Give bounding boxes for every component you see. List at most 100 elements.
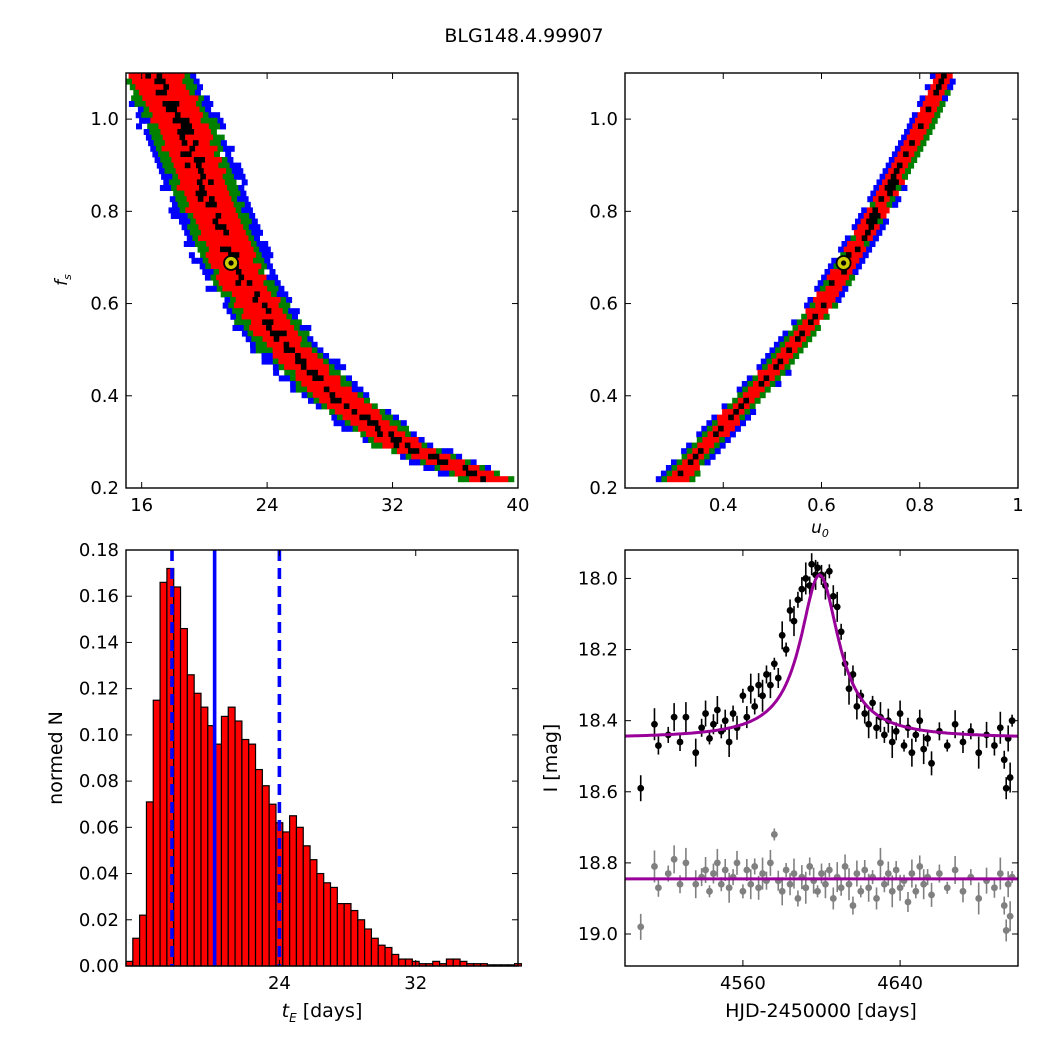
- heatmap-cell: [233, 285, 240, 292]
- heatmap-cell: [405, 453, 412, 460]
- heatmap-cell: [193, 185, 200, 191]
- heatmap-cell: [786, 347, 793, 354]
- heatmap-cell: [248, 235, 255, 242]
- heatmap-cell: [885, 162, 892, 169]
- heatmap-cell: [732, 397, 739, 404]
- heatmap-cell: [717, 414, 723, 421]
- heatmap-cell: [220, 246, 226, 253]
- heatmap-cell: [377, 431, 384, 438]
- heatmap-cell: [143, 129, 150, 135]
- heatmap-cell: [508, 476, 515, 483]
- heatmap-cell: [213, 280, 220, 287]
- heatmap-cell: [161, 117, 168, 124]
- heatmap-cell: [225, 151, 232, 158]
- heatmap-cell: [876, 229, 883, 236]
- heatmap-cell: [367, 420, 374, 427]
- heatmap-cell: [824, 297, 831, 303]
- heatmap-cell: [194, 173, 201, 180]
- heatmap-cell: [448, 459, 455, 466]
- heatmap-cell: [147, 123, 154, 130]
- heatmap-cell: [237, 291, 244, 298]
- heatmap-cell: [911, 145, 918, 152]
- heatmap-cell: [220, 168, 227, 175]
- heatmap-cell: [371, 442, 378, 449]
- residual-point: [702, 866, 709, 874]
- heatmap-cell: [908, 151, 915, 158]
- residual-point: [904, 898, 912, 906]
- heatmap-cell: [897, 151, 904, 158]
- heatmap-cell: [173, 162, 180, 169]
- histogram-bar: [452, 958, 461, 967]
- heatmap-cell: [931, 106, 938, 113]
- heatmap-cell: [187, 185, 194, 191]
- heatmap-cell: [315, 403, 322, 410]
- residual-point: [806, 863, 814, 870]
- heatmap-cell: [180, 84, 187, 91]
- heatmap-cell: [306, 375, 313, 382]
- residual-point: [996, 870, 1004, 877]
- heatmap-cell: [878, 207, 884, 214]
- heatmap-cell: [154, 157, 161, 163]
- heatmap-cell: [209, 235, 216, 242]
- heatmap-cell: [228, 173, 235, 180]
- heatmap-cell: [439, 453, 446, 460]
- heatmap-cell: [245, 229, 252, 236]
- heatmap-cell: [928, 101, 935, 107]
- heatmap-cell: [174, 151, 181, 158]
- heatmap-cell: [239, 285, 246, 292]
- heatmap-cell: [198, 235, 204, 242]
- heatmap-cell: [190, 207, 197, 214]
- data-point: [849, 671, 857, 678]
- heatmap-cell: [231, 291, 238, 298]
- heatmap-cell: [722, 414, 729, 421]
- heatmap-cell: [230, 269, 237, 275]
- heatmap-cell: [485, 476, 492, 483]
- heatmap-cell: [232, 185, 239, 191]
- heatmap-cell: [211, 285, 218, 292]
- heatmap-cell: [832, 274, 839, 281]
- heatmap-cell: [318, 375, 324, 382]
- heatmap-cell: [193, 78, 200, 85]
- heatmap-cell: [146, 112, 153, 119]
- heatmap-cell: [196, 179, 203, 186]
- heatmap-cell: [278, 347, 285, 354]
- heatmap-cell: [137, 106, 144, 113]
- residual-point: [651, 863, 658, 870]
- heatmap-cell: [816, 291, 823, 298]
- heatmap-cell: [242, 246, 249, 253]
- data-point: [865, 720, 873, 728]
- heatmap-cell: [275, 330, 282, 337]
- heatmap-cell: [366, 403, 373, 410]
- x-tick-label: 4560: [720, 973, 766, 994]
- heatmap-cell: [200, 117, 207, 124]
- heatmap-cell: [778, 364, 785, 371]
- heatmap-cell: [779, 369, 786, 376]
- heatmap-cell: [323, 353, 330, 359]
- heatmap-cell: [708, 442, 715, 449]
- heatmap-cell: [753, 381, 759, 387]
- heatmap-cell: [186, 168, 193, 175]
- heatmap-cell: [240, 229, 247, 236]
- heatmap-cell: [372, 420, 379, 427]
- heatmap-cell: [430, 448, 437, 455]
- heatmap-cell: [882, 168, 889, 175]
- heatmap-cell: [733, 414, 740, 421]
- heatmap-cell: [184, 229, 191, 236]
- heatmap-cell: [214, 235, 221, 242]
- heatmap-cell: [277, 308, 283, 315]
- heatmap-cell: [327, 403, 333, 410]
- heatmap-cell: [433, 453, 440, 460]
- heatmap-cell: [876, 190, 882, 197]
- heatmap-cell: [849, 274, 856, 281]
- heatmap-cell: [289, 353, 296, 359]
- heatmap-cell: [249, 325, 256, 331]
- heatmap-cell: [171, 78, 178, 85]
- heatmap-cell: [791, 319, 798, 326]
- heatmap-cell: [906, 145, 913, 152]
- heatmap-cell: [210, 157, 217, 163]
- data-point: [743, 713, 751, 721]
- data-point: [1000, 756, 1008, 764]
- heatmap-cell: [407, 437, 414, 443]
- heatmap-cell: [335, 386, 341, 393]
- heatmap-cell: [702, 442, 709, 449]
